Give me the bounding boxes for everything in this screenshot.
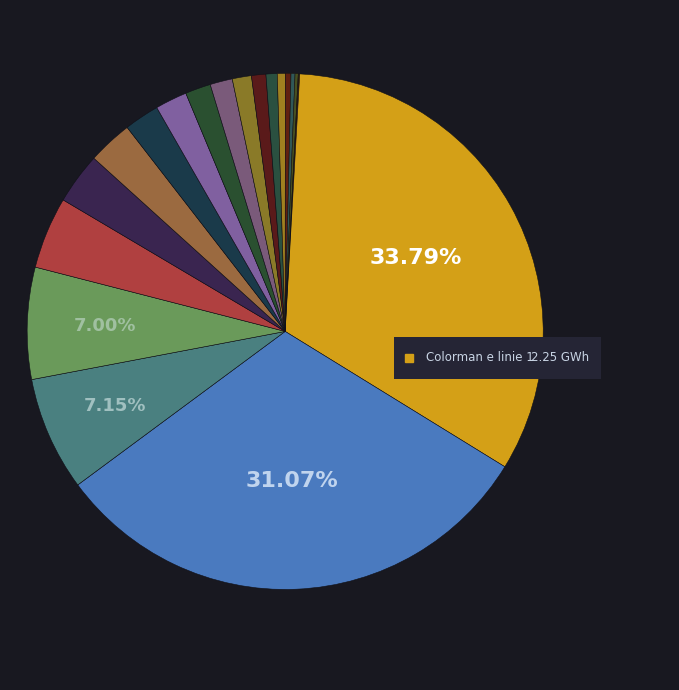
Wedge shape (266, 74, 285, 331)
Text: 7.15%: 7.15% (84, 397, 146, 415)
Wedge shape (78, 331, 505, 589)
Wedge shape (27, 267, 285, 380)
Wedge shape (251, 74, 285, 331)
FancyBboxPatch shape (394, 337, 601, 379)
Wedge shape (157, 93, 285, 331)
Text: Colorman e linie 1: Colorman e linie 1 (426, 351, 534, 364)
Text: 7.00%: 7.00% (73, 317, 136, 335)
Wedge shape (63, 158, 285, 331)
Wedge shape (127, 108, 285, 331)
Text: 31.07%: 31.07% (245, 471, 338, 491)
Wedge shape (32, 331, 285, 485)
Wedge shape (285, 74, 299, 331)
Wedge shape (285, 73, 291, 331)
Wedge shape (232, 76, 285, 331)
Wedge shape (285, 74, 298, 331)
Wedge shape (186, 84, 285, 331)
Wedge shape (35, 200, 285, 331)
Wedge shape (277, 73, 285, 331)
Text: 2.25 GWh: 2.25 GWh (531, 351, 589, 364)
Text: 33.79%: 33.79% (369, 248, 462, 268)
Wedge shape (285, 73, 295, 331)
Wedge shape (210, 79, 285, 331)
Wedge shape (285, 73, 543, 467)
Wedge shape (94, 128, 285, 331)
